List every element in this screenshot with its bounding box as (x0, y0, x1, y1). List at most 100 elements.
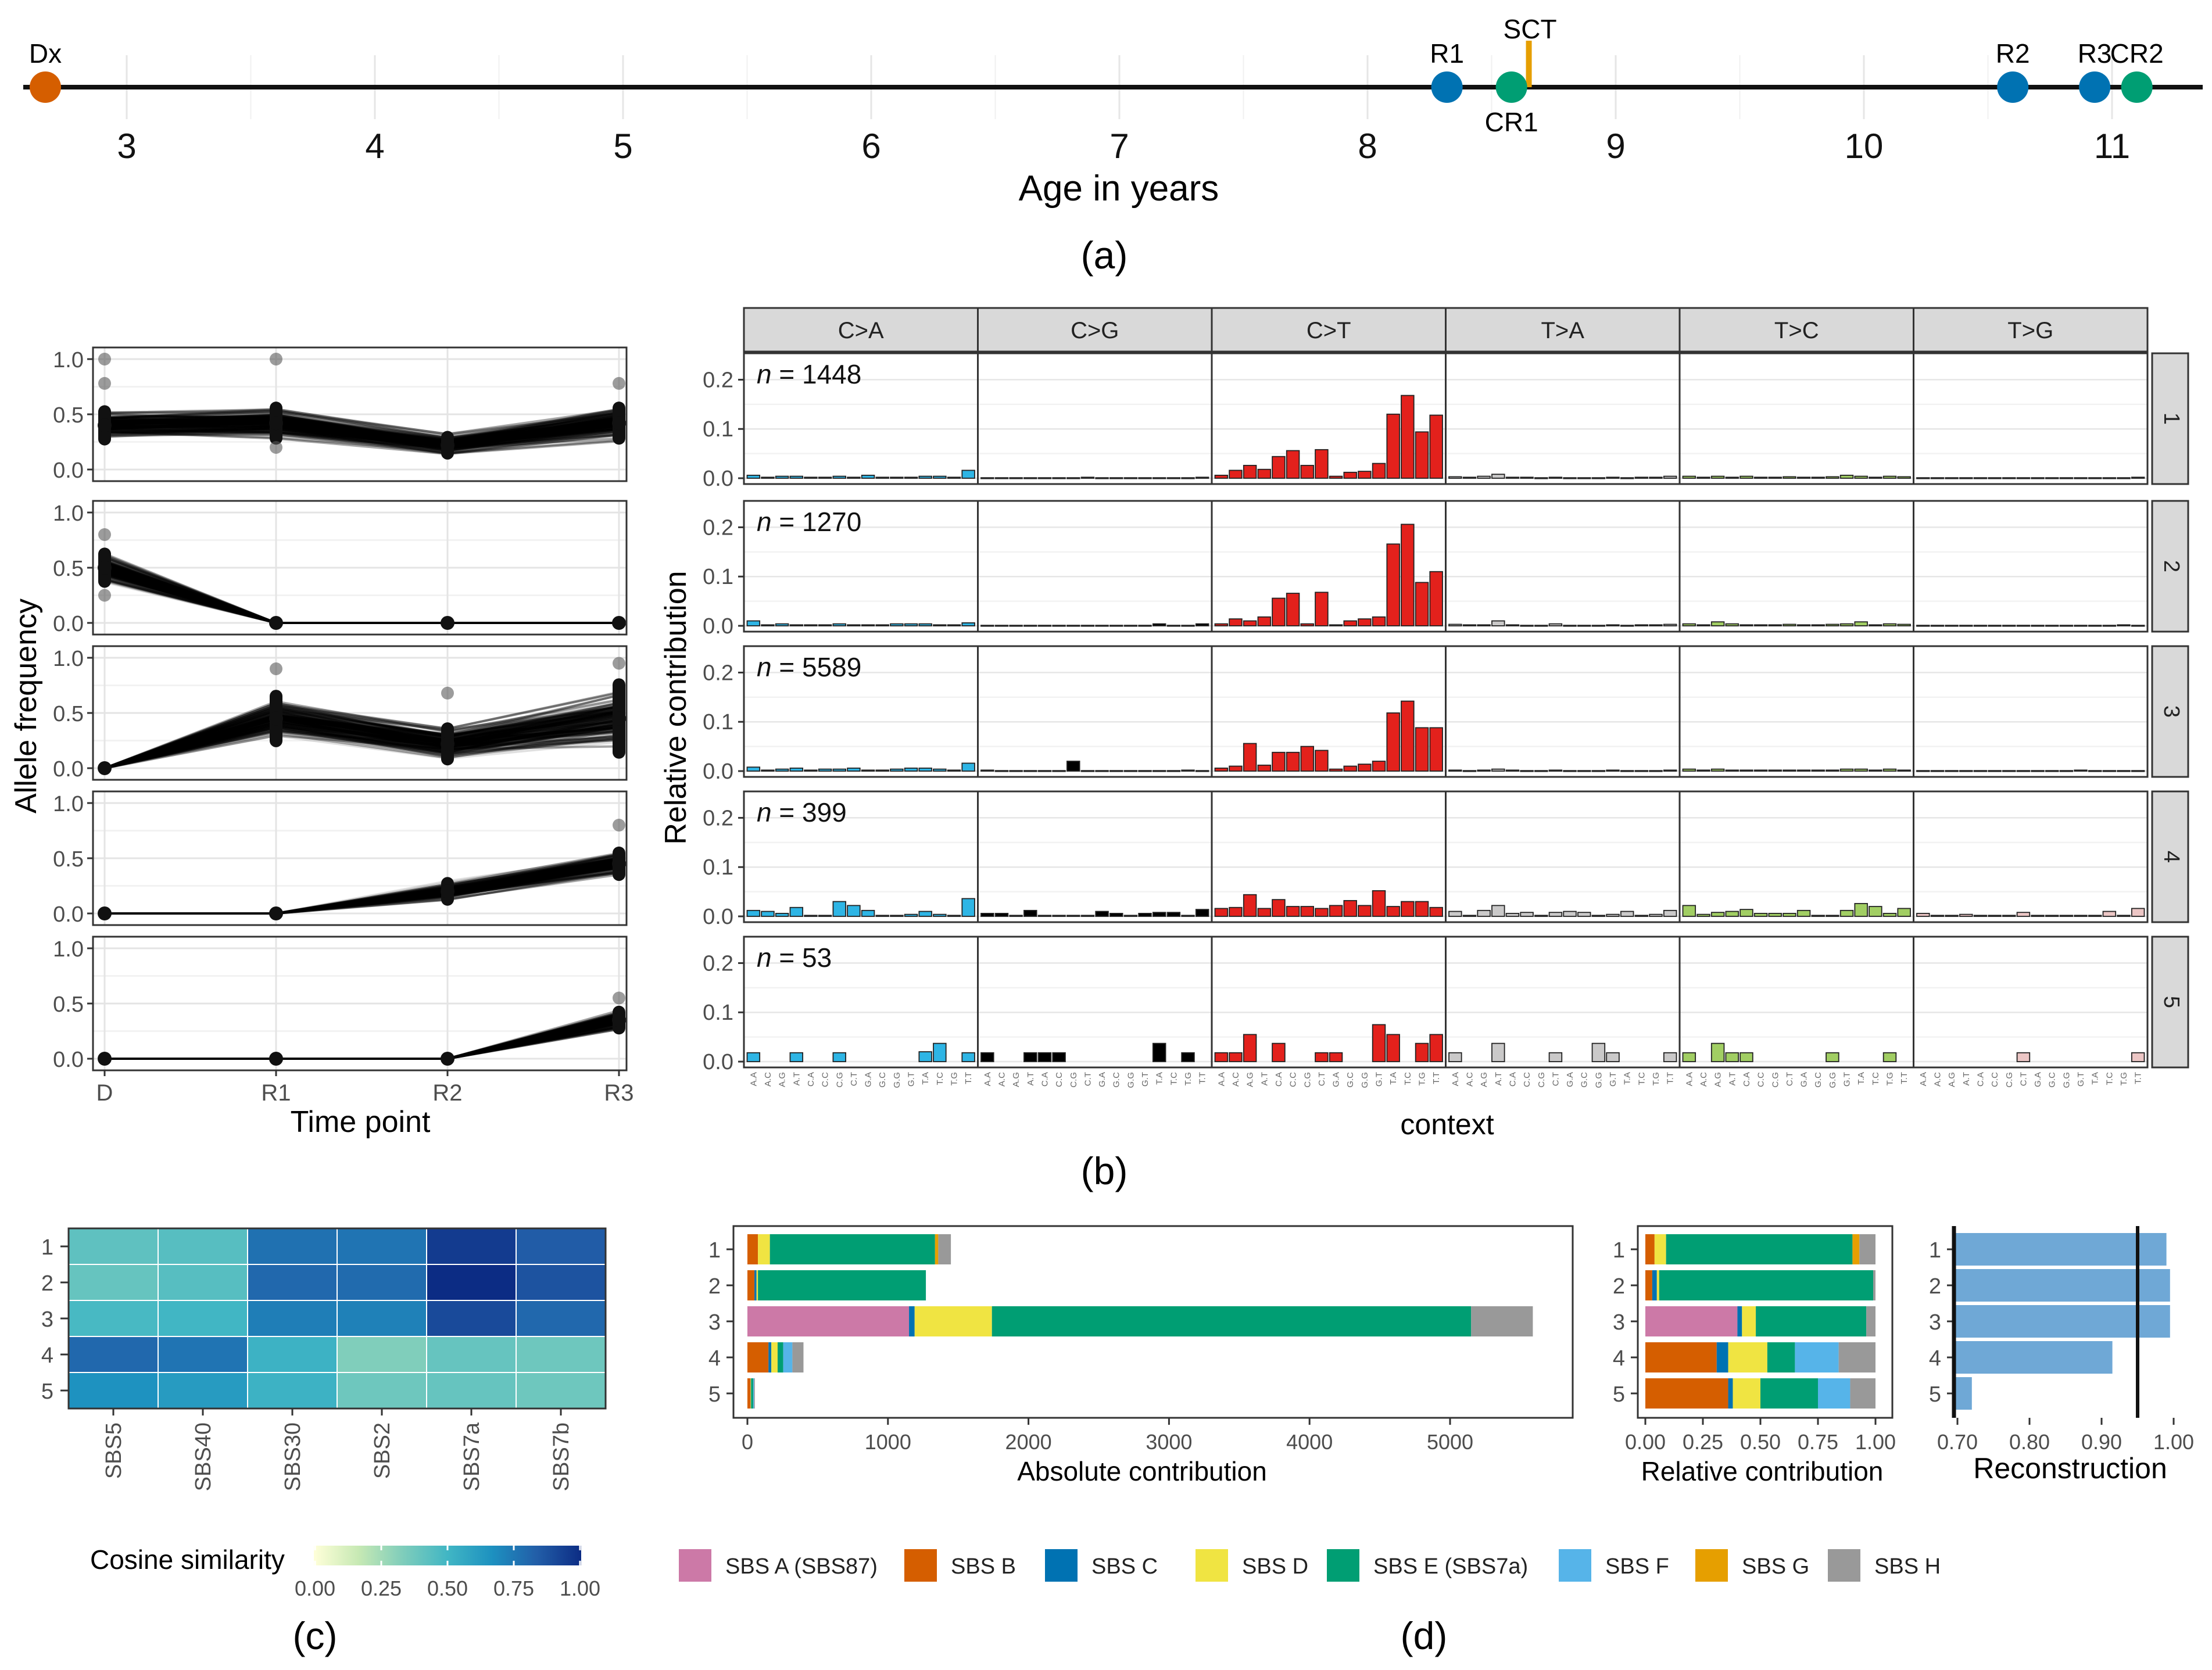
trajectory-line (104, 710, 620, 769)
trajectory-line (104, 568, 619, 624)
spectrum-bar (2117, 770, 2131, 772)
facet-strip-c-a (743, 307, 979, 353)
trajectory-line (105, 866, 620, 915)
trajectory-line (104, 417, 620, 443)
context-tick-label: A.A (1919, 1072, 1928, 1086)
spectrum-bar (2016, 477, 2031, 479)
trajectory-line (104, 713, 620, 769)
spectrum-bar (904, 623, 918, 626)
trajectory-line (104, 561, 619, 624)
trajectory-line (104, 705, 620, 769)
trajectory-line (104, 704, 620, 769)
trajectory-lines (104, 407, 620, 456)
row-label: 5 (1929, 1382, 1941, 1407)
spectrum-bar (1429, 571, 1443, 626)
trajectory-line (105, 1020, 620, 1060)
y-tick-label: 0.0 (703, 1050, 733, 1074)
trajectory-line (105, 1014, 620, 1060)
spectrum-bar (1796, 624, 1811, 626)
spectrum-bar (1448, 769, 1462, 772)
spectrum-bar (1138, 913, 1152, 917)
context-tick-label: A.T (1026, 1072, 1036, 1085)
trajectory-line (104, 579, 619, 624)
heatmap-cell (426, 1300, 517, 1337)
trajectory-line (105, 866, 620, 915)
trajectory-line (104, 568, 619, 624)
spectrum-bar (1839, 475, 1854, 479)
spectrum-bar (1591, 770, 1606, 772)
spectrum-bar (1826, 769, 1839, 772)
spectrum-bar (1109, 770, 1123, 772)
spectrum-bar (1988, 625, 2002, 627)
trajectory-line (105, 1022, 620, 1060)
trajectory-line (105, 863, 620, 915)
trajectory-line (105, 1026, 620, 1060)
trajectory-line (105, 1016, 620, 1060)
trajectory-line (105, 1015, 620, 1060)
spectrum-bar (1783, 476, 1796, 479)
context-tick-label: T.G (1885, 1072, 1895, 1085)
spectrum-row-1: 1 n = 1448 0.0 0.1 0.2 (703, 352, 2189, 491)
trajectory-line (104, 573, 619, 624)
spectrum-bar (1988, 770, 2002, 772)
trajectory-line (105, 865, 620, 915)
trajectory-line (104, 408, 620, 435)
trajectory-line (104, 727, 620, 769)
panel-background (1445, 353, 1680, 484)
trajectory-line (104, 419, 620, 446)
spectrum-bar (1448, 1052, 1462, 1062)
trajectory-line (105, 1024, 620, 1060)
trajectory-line (104, 416, 620, 445)
context-tick-label: T.T (2134, 1072, 2143, 1084)
trajectory-line (104, 415, 620, 446)
trajectory-line (104, 698, 620, 769)
trajectory-line (104, 418, 620, 444)
panel-background (978, 646, 1212, 777)
spectrum-bar (789, 475, 804, 479)
trajectory-line (105, 864, 620, 915)
context-tick-label: T.T (1431, 1072, 1441, 1084)
spectrum-bar (2059, 625, 2074, 627)
context-tick-label: T.C (1871, 1072, 1881, 1085)
trajectory-line (105, 1019, 620, 1060)
trajectory-line (104, 410, 620, 445)
trajectory-line (104, 424, 620, 453)
spectrum-bar (1725, 1052, 1739, 1062)
trajectory-line (104, 706, 620, 769)
spectrum-bar (1696, 769, 1710, 772)
spectrum-bar (2059, 770, 2074, 772)
heatmap-cell (426, 1264, 517, 1301)
trajectory-line (105, 1025, 620, 1060)
spectrum-bar (1109, 625, 1123, 627)
trajectory-line (105, 862, 620, 915)
rel-bar-segment (1873, 1270, 1875, 1300)
trajectory-line (104, 562, 619, 624)
trajectory-line (105, 1021, 620, 1060)
spectrum-bar (1080, 625, 1095, 627)
context-tick-label: G.C (1345, 1072, 1355, 1088)
context-tick-label: T.C (1637, 1072, 1647, 1085)
spectrum-bar (1023, 625, 1037, 627)
trajectory-line (105, 1021, 620, 1060)
spectrum-bar (761, 624, 775, 626)
trajectory-line (105, 866, 620, 915)
outlier-point (98, 377, 111, 390)
trajectory-line (105, 1020, 620, 1060)
context-tick-label: G.G (1126, 1072, 1136, 1088)
data-point (98, 761, 112, 775)
trajectory-line (105, 864, 620, 915)
context-tick-label: G.C (2048, 1072, 2057, 1088)
trajectory-line (104, 565, 619, 624)
panel-background (1680, 791, 1914, 922)
spectrum-bar (1491, 768, 1505, 772)
context-tick-label: C.T (849, 1072, 859, 1086)
panel-background (1680, 501, 1914, 632)
trajectory-line (104, 702, 620, 769)
y-tick-label: 0.2 (703, 515, 733, 540)
spectrum-bar (2088, 770, 2102, 772)
trajectory-line (104, 420, 620, 451)
trajectory-line (105, 1026, 620, 1060)
spectrum-bar (1663, 909, 1677, 917)
allele-frequency-panel-1: 0.0 0.5 1.0 (53, 346, 628, 483)
spectrum-bar (1052, 625, 1066, 627)
